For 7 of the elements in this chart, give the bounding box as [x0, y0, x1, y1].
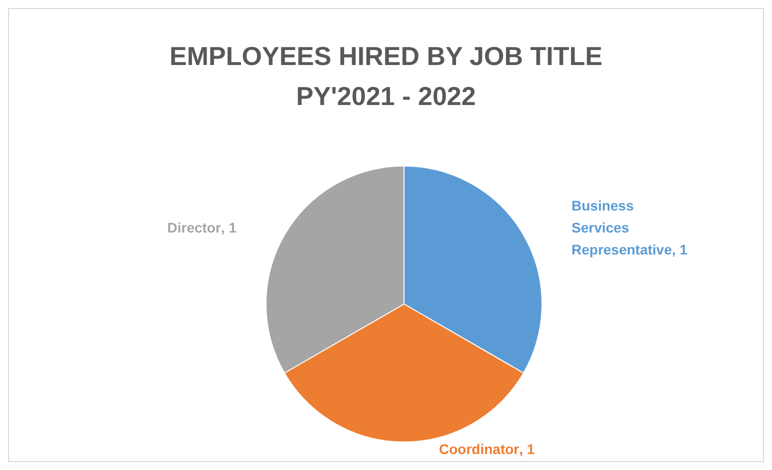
slice-label: Director	[167, 220, 222, 236]
slice-label: Business Services Representative	[572, 198, 672, 258]
slice-label: Coordinator	[439, 441, 520, 457]
data-label: , 1	[519, 441, 535, 457]
data-label: , 1	[220, 220, 237, 236]
chart-title: EMPLOYEES HIRED BY JOB TITLE PY'2021 - 2022	[170, 41, 602, 111]
data-label: , 1	[672, 242, 688, 258]
